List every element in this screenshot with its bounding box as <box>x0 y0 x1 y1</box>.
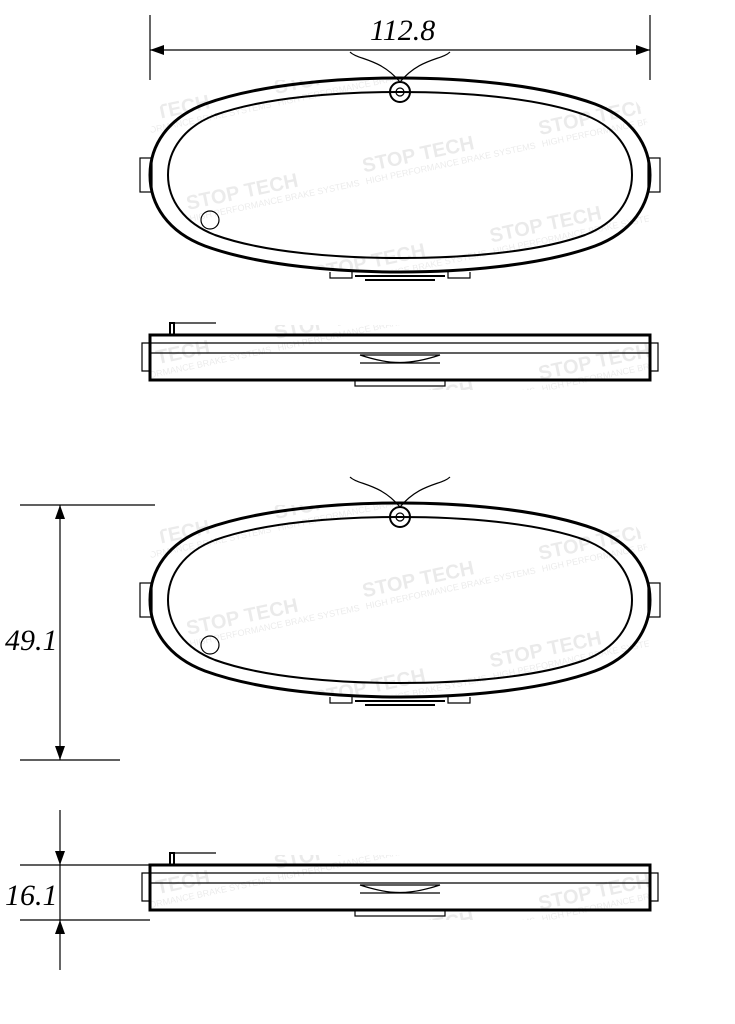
dimension-height-value: 49.1 <box>5 624 58 657</box>
dimension-thickness: 16.1 <box>5 810 150 970</box>
dimension-width: 112.8 <box>150 14 650 80</box>
brake-pad-face-bottom <box>96 377 735 849</box>
diagram-canvas: STOP TECH HIGH PERFORMANCE BRAKE SYSTEMS <box>0 0 735 1024</box>
dimension-width-value: 112.8 <box>370 14 435 47</box>
brake-pad-edge-bottom <box>96 727 735 1024</box>
dimension-height: 49.1 <box>5 505 155 760</box>
dimension-thickness-value: 16.1 <box>5 879 58 912</box>
